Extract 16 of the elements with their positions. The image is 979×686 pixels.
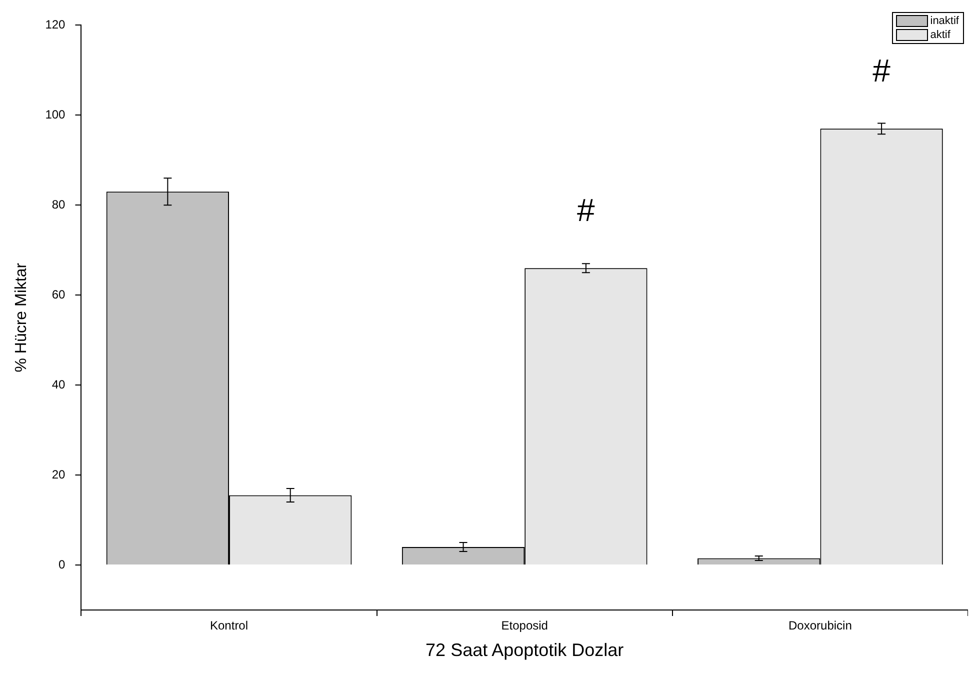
x-tick-label: Doxorubicin [788,618,852,633]
y-tick-label: 80 [52,197,66,212]
y-tick-label: 0 [58,557,66,572]
y-tick-label: 40 [52,377,66,392]
annotation: # [577,192,596,228]
y-tick-label: 60 [52,287,66,302]
annotation: # [872,52,891,88]
x-axis-title: 72 Saat Apoptotik Dozlar [426,640,624,660]
legend-label: aktif [930,29,950,41]
y-axis-title: % Hücre Miktar [13,262,30,372]
y-tick-label: 20 [52,467,66,482]
y-tick-label: 100 [45,107,66,122]
x-tick-label: Etoposid [501,618,548,633]
x-tick-label: Kontrol [210,618,248,633]
legend-label: inaktif [930,15,959,27]
y-tick-label: 120 [45,18,66,32]
